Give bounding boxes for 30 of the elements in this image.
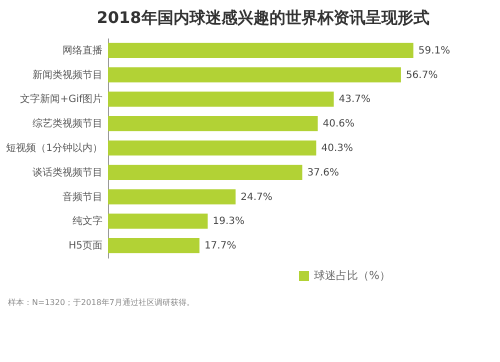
legend-label: 球迷占比（%） (314, 269, 390, 282)
bar (108, 238, 200, 254)
data-label: 19.3% (212, 216, 244, 228)
bar (108, 214, 208, 229)
data-label: 56.7% (406, 70, 438, 81)
y-tick-label: H5页面 (68, 240, 102, 252)
bar (108, 42, 414, 58)
y-tick-label: 新闻类视频节目 (32, 68, 102, 81)
data-label: 17.7% (204, 240, 236, 252)
bar (108, 164, 302, 180)
data-label: 24.7% (240, 192, 272, 203)
data-label: 59.1% (418, 45, 450, 56)
bar (108, 140, 316, 156)
bar (108, 92, 334, 107)
y-tick-label: 文字新闻+Gif图片 (20, 93, 102, 106)
chart-title: 2018年国内球迷感兴趣的世界杯资讯呈现形式 (96, 8, 430, 27)
data-label: 40.6% (322, 118, 355, 130)
y-tick-label: 音频节目 (62, 190, 102, 203)
text: 样本：N=1320；于2018年7月通过社区调研获得。 (8, 298, 194, 307)
bar (108, 189, 236, 204)
data-label: 37.6% (307, 167, 340, 178)
y-tick-label: 谈话类视频节目 (32, 166, 102, 178)
y-tick-label: 纯文字 (72, 215, 102, 228)
data-label: 43.7% (338, 94, 371, 106)
y-tick-label: 综艺类视频节目 (32, 118, 102, 130)
bar (108, 67, 401, 82)
y-tick-label: 短视频（1分钟以内） (6, 142, 102, 154)
y-tick-label: 网络直播 (62, 44, 102, 56)
data-label: 40.3% (321, 143, 353, 154)
bar (108, 116, 318, 132)
